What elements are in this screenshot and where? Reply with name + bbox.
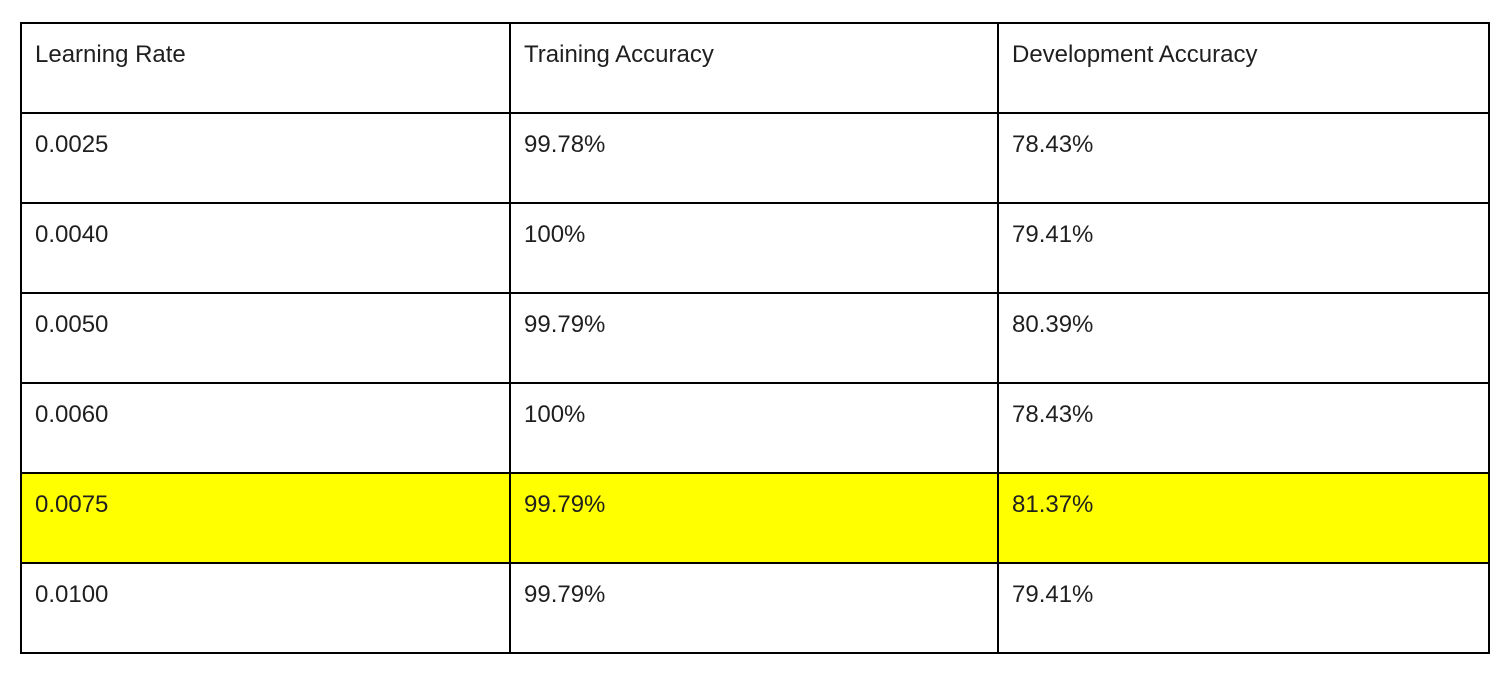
cell-development-accuracy: 81.37% xyxy=(997,472,1490,564)
cell-learning-rate: 0.0060 xyxy=(20,382,511,474)
table-row: 0.0050 99.79% 80.39% xyxy=(20,292,1490,384)
cell-development-accuracy: 78.43% xyxy=(997,112,1490,204)
results-table-container: Learning Rate Training Accuracy Developm… xyxy=(20,22,1490,654)
table-row: 0.0100 99.79% 79.41% xyxy=(20,562,1490,654)
cell-development-accuracy: 79.41% xyxy=(997,202,1490,294)
table-row: 0.0040 100% 79.41% xyxy=(20,202,1490,294)
learning-rate-results-table: Learning Rate Training Accuracy Developm… xyxy=(20,22,1490,654)
cell-learning-rate: 0.0050 xyxy=(20,292,511,384)
header-learning-rate: Learning Rate xyxy=(20,22,511,114)
cell-learning-rate: 0.0100 xyxy=(20,562,511,654)
cell-development-accuracy: 78.43% xyxy=(997,382,1490,474)
cell-learning-rate: 0.0025 xyxy=(20,112,511,204)
cell-training-accuracy: 100% xyxy=(509,382,999,474)
table-header-row: Learning Rate Training Accuracy Developm… xyxy=(20,22,1490,114)
cell-development-accuracy: 79.41% xyxy=(997,562,1490,654)
header-development-accuracy: Development Accuracy xyxy=(997,22,1490,114)
cell-training-accuracy: 99.79% xyxy=(509,562,999,654)
cell-training-accuracy: 99.78% xyxy=(509,112,999,204)
header-training-accuracy: Training Accuracy xyxy=(509,22,999,114)
cell-learning-rate: 0.0040 xyxy=(20,202,511,294)
cell-training-accuracy: 100% xyxy=(509,202,999,294)
cell-development-accuracy: 80.39% xyxy=(997,292,1490,384)
table-row-highlighted: 0.0075 99.79% 81.37% xyxy=(20,472,1490,564)
cell-learning-rate: 0.0075 xyxy=(20,472,511,564)
table-row: 0.0060 100% 78.43% xyxy=(20,382,1490,474)
cell-training-accuracy: 99.79% xyxy=(509,292,999,384)
cell-training-accuracy: 99.79% xyxy=(509,472,999,564)
table-row: 0.0025 99.78% 78.43% xyxy=(20,112,1490,204)
